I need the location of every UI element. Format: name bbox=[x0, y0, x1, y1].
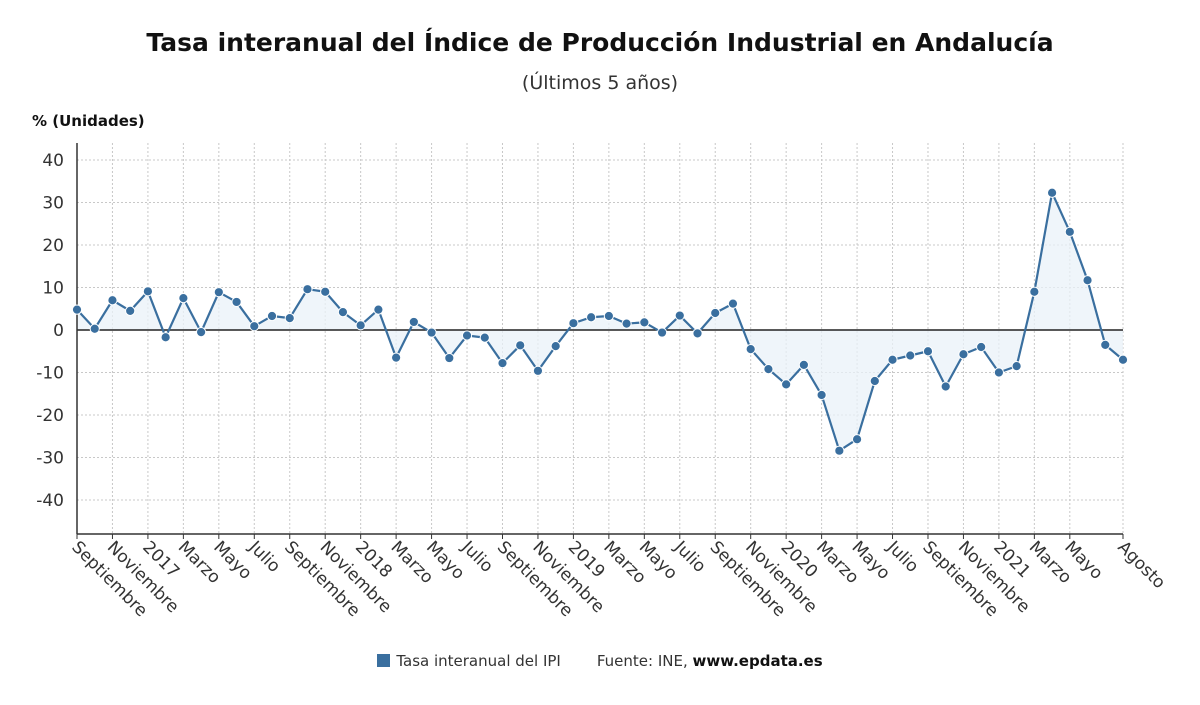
data-point bbox=[107, 295, 118, 306]
source-site-link[interactable]: www.epdata.es bbox=[692, 652, 823, 670]
data-point bbox=[692, 328, 703, 339]
data-point bbox=[213, 287, 224, 298]
data-point bbox=[550, 341, 561, 352]
data-point bbox=[391, 352, 402, 363]
data-point bbox=[781, 379, 792, 390]
chart-subtitle: (Últimos 5 años) bbox=[521, 72, 679, 94]
data-point bbox=[426, 327, 437, 338]
data-point bbox=[710, 307, 721, 319]
data-point bbox=[905, 350, 916, 361]
data-point bbox=[851, 434, 863, 445]
data-point bbox=[727, 298, 739, 309]
data-point bbox=[302, 284, 313, 295]
data-point bbox=[869, 375, 880, 387]
y-tick-label: 0 bbox=[53, 321, 64, 341]
y-tick-label: -20 bbox=[36, 406, 64, 426]
y-tick-label: -10 bbox=[36, 364, 64, 384]
data-point bbox=[940, 381, 951, 392]
data-point bbox=[958, 349, 969, 360]
data-point bbox=[568, 318, 579, 329]
y-tick-label: 10 bbox=[42, 279, 64, 299]
data-point bbox=[993, 367, 1004, 378]
data-point bbox=[887, 354, 898, 365]
data-point bbox=[763, 364, 774, 375]
data-point bbox=[798, 359, 809, 370]
data-point bbox=[125, 305, 136, 316]
data-point bbox=[1064, 226, 1075, 237]
data-point bbox=[922, 346, 934, 357]
chart-title: Tasa interanual del Índice de Producción… bbox=[146, 28, 1054, 57]
data-point bbox=[1117, 354, 1129, 365]
data-point bbox=[373, 304, 384, 315]
y-tick-label: 30 bbox=[42, 194, 64, 214]
x-tick-labels: SeptiembreNoviembre2017MarzoMayoJulioSep… bbox=[67, 534, 1169, 621]
data-point bbox=[656, 327, 668, 338]
x-tick-label: Agosto bbox=[1113, 537, 1169, 593]
data-point bbox=[1029, 286, 1040, 297]
data-point bbox=[976, 341, 987, 353]
data-point bbox=[142, 286, 154, 297]
data-point bbox=[320, 286, 331, 297]
data-point bbox=[231, 296, 242, 308]
legend-swatch bbox=[377, 654, 391, 667]
data-point bbox=[816, 389, 827, 401]
data-point bbox=[284, 313, 295, 324]
data-point bbox=[408, 316, 419, 328]
data-point bbox=[89, 323, 100, 334]
data-point bbox=[515, 340, 526, 351]
legend: Tasa interanual del IPI Fuente: INE, www.… bbox=[0, 652, 1200, 670]
y-tick-labels: 40 30 20 10 0 -10 -20 -30 -40 bbox=[36, 151, 64, 511]
data-point bbox=[834, 445, 845, 456]
data-point bbox=[337, 307, 349, 318]
y-tick-label: -30 bbox=[36, 449, 64, 469]
data-point bbox=[1100, 339, 1111, 350]
y-tick-label: 40 bbox=[42, 151, 64, 171]
data-point bbox=[461, 330, 473, 341]
data-point bbox=[266, 310, 278, 322]
data-point bbox=[355, 320, 366, 331]
source-text: Fuente: INE, www.epdata.es bbox=[597, 652, 823, 670]
data-point bbox=[249, 321, 260, 332]
data-point bbox=[603, 310, 614, 322]
data-point bbox=[479, 332, 490, 343]
series-points bbox=[71, 187, 1129, 456]
grid-lines bbox=[76, 143, 1124, 534]
data-point bbox=[639, 317, 650, 328]
y-tick-label: 20 bbox=[42, 236, 64, 256]
data-point bbox=[497, 358, 508, 369]
series-area bbox=[77, 192, 1123, 451]
data-point bbox=[71, 304, 83, 315]
data-point bbox=[674, 310, 685, 321]
y-tick-label: -40 bbox=[36, 491, 64, 511]
data-point bbox=[196, 327, 207, 338]
data-point bbox=[745, 344, 756, 355]
data-point bbox=[532, 365, 544, 376]
source-label: Fuente: INE, bbox=[596, 652, 693, 670]
data-point bbox=[621, 318, 632, 329]
y-axis-label: % (Unidades) bbox=[32, 112, 145, 130]
data-point bbox=[444, 352, 455, 364]
data-point bbox=[1011, 361, 1022, 372]
legend-series-label: Tasa interanual del IPI bbox=[396, 652, 561, 670]
data-point bbox=[1082, 275, 1093, 286]
data-point bbox=[586, 312, 597, 323]
data-point bbox=[160, 332, 171, 343]
data-point bbox=[1046, 187, 1058, 198]
data-point bbox=[178, 293, 189, 304]
